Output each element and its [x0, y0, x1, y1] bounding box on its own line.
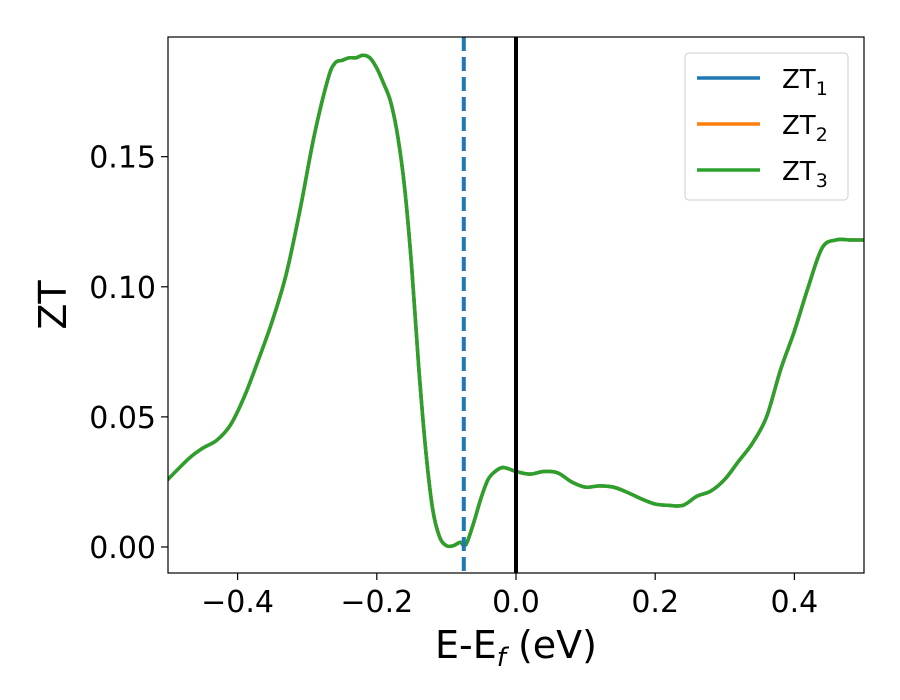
legend: ZT1 ZT2 ZT3: [684, 52, 849, 201]
legend-label-zt2: ZT2: [782, 111, 828, 146]
series-line-zt3: [168, 53, 864, 549]
x-tick-label: −0.2: [340, 585, 413, 620]
y-tick-label: 0.15: [89, 141, 156, 176]
y-axis-title: ZT: [31, 280, 75, 330]
series-lines: [168, 53, 864, 549]
reference-lines: [461, 37, 518, 573]
y-tick-label: 0.00: [89, 531, 156, 566]
y-axis-ticks: 0.00 0.05 0.10 0.15: [89, 141, 168, 566]
legend-label-zt3: ZT3: [782, 157, 828, 192]
x-tick-label: 0.4: [771, 585, 819, 620]
y-tick-label: 0.05: [89, 401, 156, 436]
legend-label-zt1: ZT1: [782, 65, 828, 100]
x-tick-label: 0.0: [492, 585, 540, 620]
x-tick-label: 0.2: [631, 585, 679, 620]
x-axis-ticks: −0.4 −0.2 0.0 0.2 0.4: [201, 573, 818, 620]
x-axis-title: E-Ef (eV): [435, 623, 597, 673]
y-tick-label: 0.10: [89, 271, 156, 306]
legend-box: [684, 52, 849, 201]
x-tick-label: −0.4: [201, 585, 274, 620]
